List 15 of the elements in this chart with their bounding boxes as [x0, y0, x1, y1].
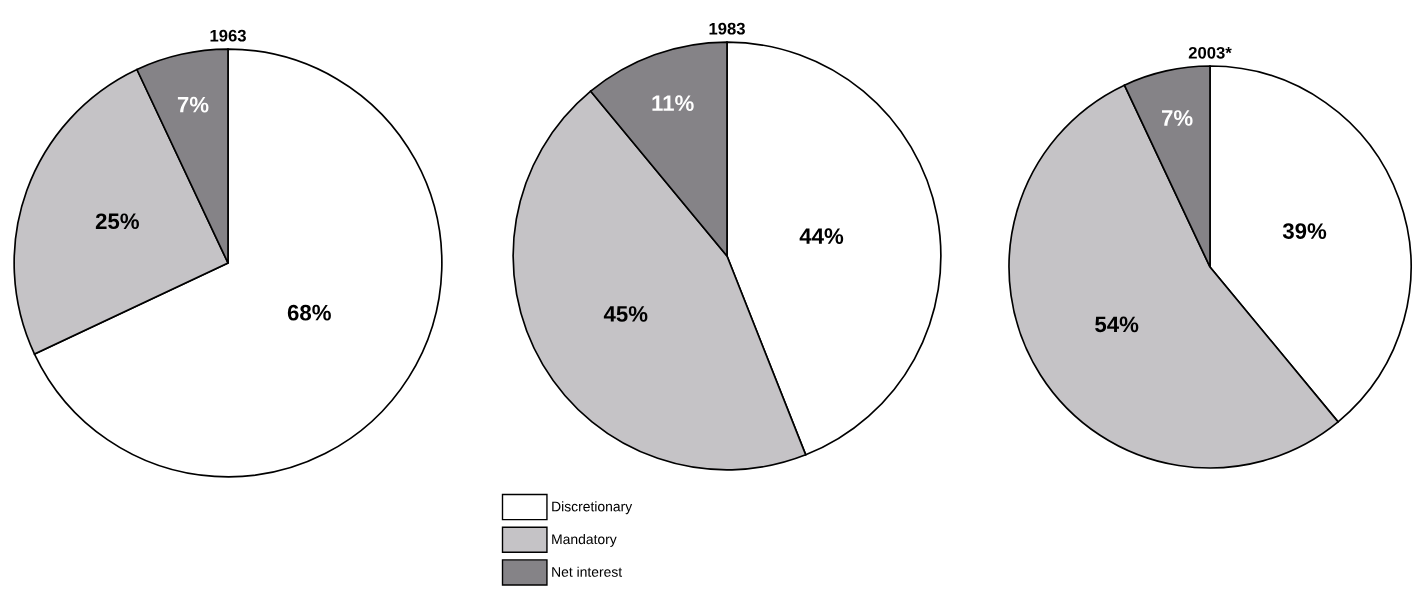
- legend-label: Mandatory: [552, 533, 617, 547]
- data-label: 39%: [1282, 223, 1327, 239]
- chart-title: 1983: [709, 22, 745, 35]
- data-label: 11%: [652, 95, 694, 112]
- data-label: 45%: [603, 306, 648, 322]
- data-label: 7%: [1162, 110, 1193, 126]
- chart-title: 1963: [210, 29, 246, 42]
- chart-title: 2003*: [1188, 46, 1232, 59]
- data-label: 68%: [287, 304, 331, 321]
- data-label: 54%: [1095, 316, 1139, 333]
- legend-label: Net interest: [552, 566, 623, 577]
- data-label: 44%: [799, 228, 844, 244]
- data-label: 7%: [177, 96, 209, 113]
- data-label: 25%: [95, 213, 139, 230]
- legend-label: Discretionary: [552, 501, 633, 515]
